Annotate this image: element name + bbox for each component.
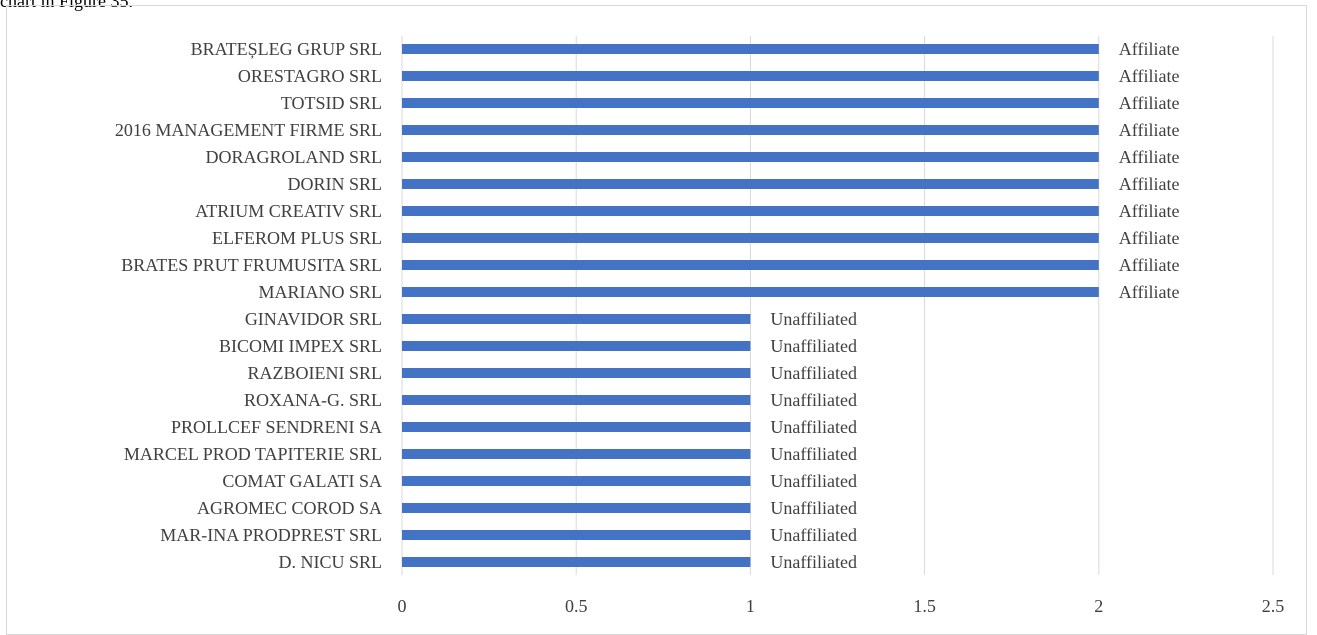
data-label: Unaffiliated: [770, 552, 857, 572]
category-label: AGROMEC COROD SA: [197, 498, 382, 518]
bar: [402, 503, 751, 513]
category-label: DORIN SRL: [287, 174, 382, 194]
category-label: ORESTAGRO SRL: [238, 66, 382, 86]
data-label: Unaffiliated: [770, 498, 857, 518]
data-label: Affiliate: [1119, 147, 1180, 167]
category-label: RAZBOIENI SRL: [248, 363, 383, 383]
x-tick-label: 1: [746, 596, 755, 616]
category-label: 2016 MANAGEMENT FIRME SRL: [115, 120, 382, 140]
data-label: Unaffiliated: [770, 525, 857, 545]
category-labels: BRATEȘLEG GRUP SRL ORESTAGRO SRL TOTSID SR…: [115, 39, 382, 572]
bar: [402, 260, 1099, 270]
category-label: MARCEL PROD TAPITERIE SRL: [124, 444, 382, 464]
data-label: Unaffiliated: [770, 363, 857, 383]
category-label: BICOMI IMPEX SRL: [219, 336, 382, 356]
bar: [402, 71, 1099, 81]
bar: [402, 395, 751, 405]
data-labels: Affiliate Affiliate Affiliate Affiliate Affi…: [770, 39, 1179, 572]
category-label: D. NICU SRL: [278, 552, 382, 572]
x-axis-tick-labels: 0 0.5 1 1.5 2 2.5: [398, 596, 1285, 616]
data-label: Unaffiliated: [770, 471, 857, 491]
data-label: Affiliate: [1119, 120, 1180, 140]
x-tick-label: 2.5: [1262, 596, 1285, 616]
category-label: MAR-INA PRODPREST SRL: [160, 525, 382, 545]
bar: [402, 449, 751, 459]
bar: [402, 125, 1099, 135]
category-label: ROXANA-G. SRL: [244, 390, 382, 410]
data-label: Affiliate: [1119, 174, 1180, 194]
data-label: Affiliate: [1119, 255, 1180, 275]
data-label: Affiliate: [1119, 66, 1180, 86]
data-label: Affiliate: [1119, 282, 1180, 302]
x-tick-label: 1.5: [913, 596, 936, 616]
data-label: Affiliate: [1119, 39, 1180, 59]
bar: [402, 341, 751, 351]
data-label: Affiliate: [1119, 93, 1180, 113]
bar: [402, 476, 751, 486]
data-label: Unaffiliated: [770, 336, 857, 356]
bar: [402, 98, 1099, 108]
category-label: ELFEROM PLUS SRL: [212, 228, 382, 248]
bar: [402, 314, 751, 324]
bar: [402, 557, 751, 567]
category-label: ATRIUM CREATIV SRL: [195, 201, 382, 221]
bars: [402, 44, 1099, 567]
bar: [402, 368, 751, 378]
bar: [402, 152, 1099, 162]
category-label: MARIANO SRL: [258, 282, 382, 302]
data-label: Unaffiliated: [770, 444, 857, 464]
category-label: COMAT GALATI SA: [222, 471, 382, 491]
data-label: Unaffiliated: [770, 309, 857, 329]
category-label: BRATES PRUT FRUMUSITA SRL: [121, 255, 382, 275]
bar: [402, 530, 751, 540]
data-label: Unaffiliated: [770, 417, 857, 437]
bar: [402, 233, 1099, 243]
category-label: TOTSID SRL: [281, 93, 382, 113]
data-label: Affiliate: [1119, 201, 1180, 221]
x-tick-label: 0.5: [565, 596, 588, 616]
gridlines: [401, 36, 1274, 575]
data-label: Affiliate: [1119, 228, 1180, 248]
category-label: PROLLCEF SENDRENI SA: [171, 417, 382, 437]
bar: [402, 422, 751, 432]
data-label: Unaffiliated: [770, 390, 857, 410]
category-label: DORAGROLAND SRL: [205, 147, 382, 167]
x-tick-label: 0: [398, 596, 407, 616]
bar: [402, 44, 1099, 54]
bar: [402, 179, 1099, 189]
category-label: BRATEȘLEG GRUP SRL: [191, 39, 382, 59]
bar: [402, 287, 1099, 297]
x-tick-label: 2: [1094, 596, 1103, 616]
category-label: GINAVIDOR SRL: [245, 309, 382, 329]
bar: [402, 206, 1099, 216]
